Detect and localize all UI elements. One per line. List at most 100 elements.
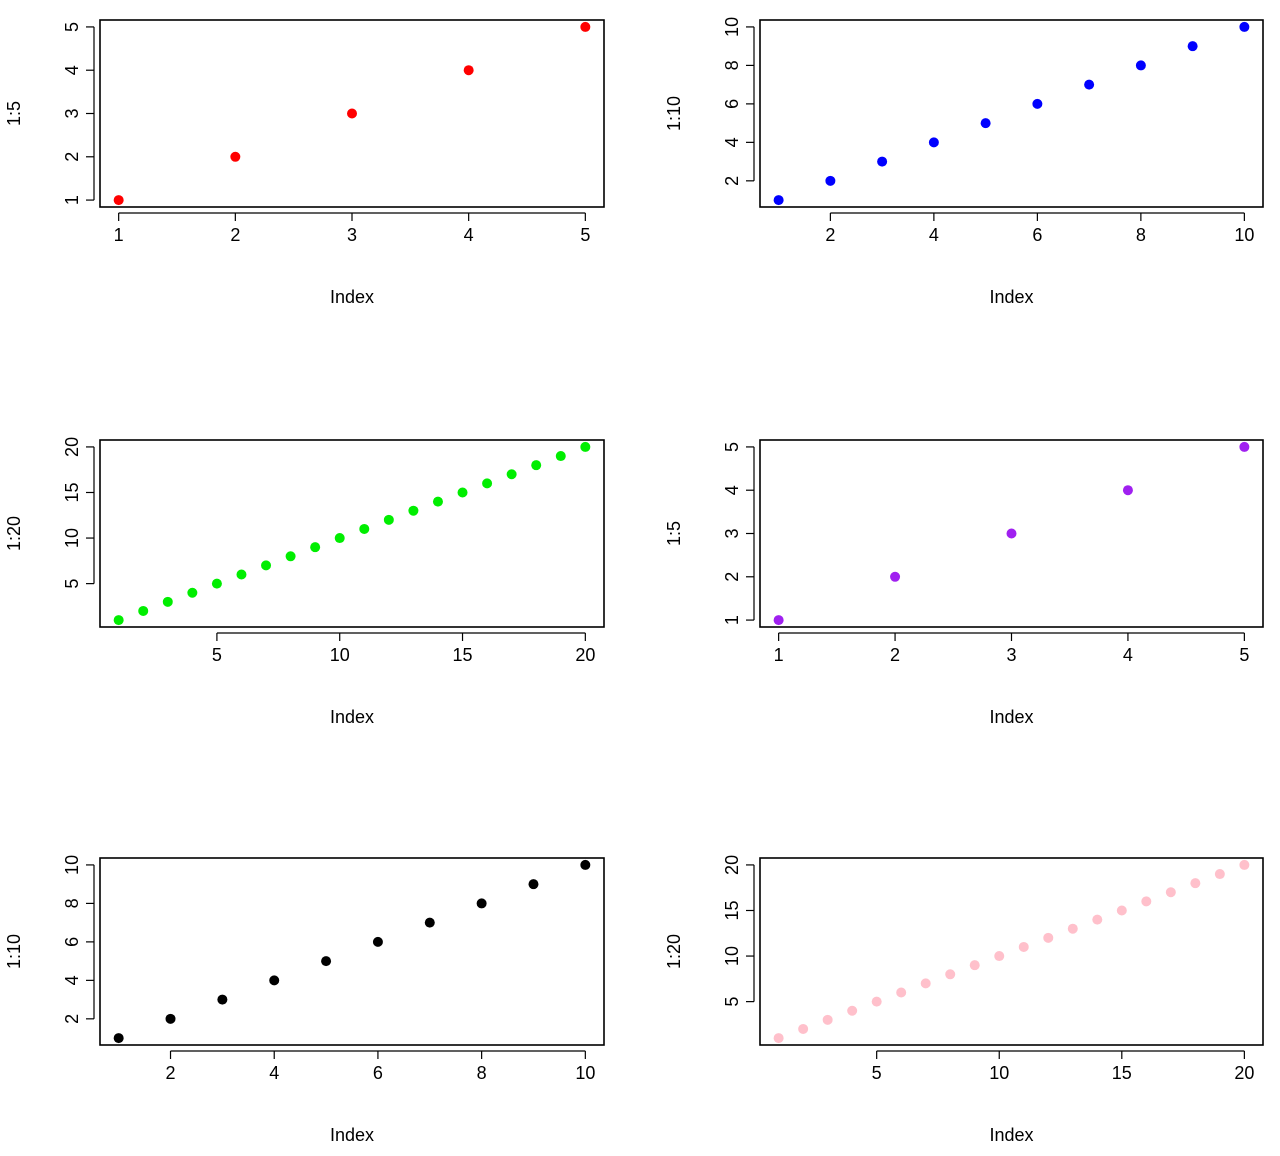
scatter-point <box>383 514 394 525</box>
x-tick-label: 15 <box>1112 1063 1132 1083</box>
scatter-point <box>969 960 980 971</box>
y-tick-label: 2 <box>722 176 742 186</box>
scatter-point <box>211 578 222 589</box>
scatter-panel-4: 1 2 3 4 5 1 2 3 4 5 Index 1:5 <box>664 439 1264 727</box>
scatter-point <box>847 1005 858 1016</box>
y-axis-title: 1:20 <box>4 516 24 551</box>
scatter-point <box>506 469 517 480</box>
scatter-point <box>432 496 443 507</box>
scatter-point <box>138 605 149 616</box>
scatter-point <box>347 108 357 119</box>
x-tick-label: 1 <box>114 225 124 245</box>
x-tick-label: 4 <box>269 1063 279 1083</box>
x-tick-label: 5 <box>872 1063 882 1083</box>
scatter-point <box>580 859 591 870</box>
y-tick-label: 1 <box>62 195 82 205</box>
scatter-point <box>165 1013 176 1024</box>
scatter-point <box>580 21 591 32</box>
scatter-point <box>1214 869 1225 880</box>
scatter-point <box>773 1033 784 1044</box>
scatter-point <box>162 596 173 607</box>
scatter-point <box>236 569 247 580</box>
y-tick-label: 8 <box>62 898 82 908</box>
scatter-point <box>408 505 419 516</box>
y-axis-title: 1:10 <box>664 96 684 131</box>
scatter-point <box>580 441 591 452</box>
scatter-point <box>482 478 493 489</box>
x-tick-label: 10 <box>330 645 350 665</box>
plot-frame <box>759 439 1264 628</box>
scatter-point <box>1043 932 1054 943</box>
scatter-point <box>555 451 566 462</box>
x-tick-label: 4 <box>464 225 474 245</box>
x-tick-label: 6 <box>1032 225 1042 245</box>
scatter-point <box>528 879 539 890</box>
y-tick-label: 3 <box>722 528 742 538</box>
y-tick-label: 6 <box>62 937 82 947</box>
scatter-point <box>1092 914 1103 925</box>
scatter-point <box>359 523 370 534</box>
scatter-point <box>1084 79 1095 90</box>
y-tick-label: 5 <box>62 22 82 32</box>
scatter-point <box>877 156 888 167</box>
x-tick-label: 5 <box>212 645 222 665</box>
scatter-point <box>825 175 836 186</box>
scatter-point <box>798 1023 809 1034</box>
scatter-point <box>1018 941 1029 952</box>
y-tick-label: 2 <box>62 152 82 162</box>
scatter-point <box>285 551 296 562</box>
scatter-point <box>321 956 332 967</box>
scatter-point <box>113 195 124 206</box>
scatter-panel-6: 5 10 15 20 5 10 15 20 Index 1:20 <box>664 855 1264 1145</box>
scatter-point <box>994 951 1005 962</box>
y-tick-label: 6 <box>722 99 742 109</box>
x-tick-label: 20 <box>575 645 595 665</box>
scatter-point <box>928 137 939 148</box>
y-tick-label: 10 <box>722 17 742 37</box>
scatter-point <box>773 195 784 206</box>
x-tick-label: 4 <box>1123 645 1133 665</box>
x-tick-label: 6 <box>373 1063 383 1083</box>
x-tick-label: 10 <box>989 1063 1009 1083</box>
x-tick-label: 3 <box>1006 645 1016 665</box>
x-tick-label: 4 <box>929 225 939 245</box>
scatter-point <box>920 978 931 989</box>
x-tick-label: 2 <box>825 225 835 245</box>
y-axis-title: 1:10 <box>4 934 24 969</box>
x-tick-label: 2 <box>890 645 900 665</box>
y-tick-label: 1 <box>722 615 742 625</box>
x-tick-label: 5 <box>580 225 590 245</box>
scatter-point <box>1141 896 1152 907</box>
y-tick-label: 10 <box>62 528 82 548</box>
scatter-point <box>457 487 468 498</box>
y-tick-label: 5 <box>62 579 82 589</box>
y-axis-title: 1:5 <box>4 101 24 126</box>
scatter-point <box>1006 528 1017 539</box>
y-tick-label: 15 <box>722 900 742 920</box>
y-axis-title: 1:5 <box>664 521 684 546</box>
scatter-point <box>531 460 542 471</box>
scatter-point <box>476 898 487 909</box>
scatter-point <box>773 615 784 626</box>
scatter-panel-3: 5 10 15 20 5 10 15 20 Index 1:20 <box>4 437 605 727</box>
y-tick-label: 3 <box>62 108 82 118</box>
scatter-point <box>372 936 383 947</box>
x-axis-title: Index <box>330 287 374 307</box>
scatter-point <box>1187 41 1198 52</box>
y-tick-label: 20 <box>62 437 82 457</box>
y-tick-label: 2 <box>722 572 742 582</box>
scatter-point <box>424 917 435 928</box>
scatter-panel-2: 2 4 6 8 10 2 4 6 8 10 Index 1:10 <box>664 17 1264 307</box>
x-tick-label: 10 <box>1234 225 1254 245</box>
scatter-point <box>822 1014 833 1025</box>
x-axis-title: Index <box>989 287 1033 307</box>
scatter-point <box>890 571 901 582</box>
scatter-point <box>261 560 272 571</box>
plot-frame <box>759 857 1264 1046</box>
x-tick-label: 10 <box>575 1063 595 1083</box>
scatter-point <box>1239 859 1250 870</box>
x-tick-label: 1 <box>774 645 784 665</box>
plot-frame <box>99 857 605 1046</box>
x-tick-label: 15 <box>453 645 473 665</box>
